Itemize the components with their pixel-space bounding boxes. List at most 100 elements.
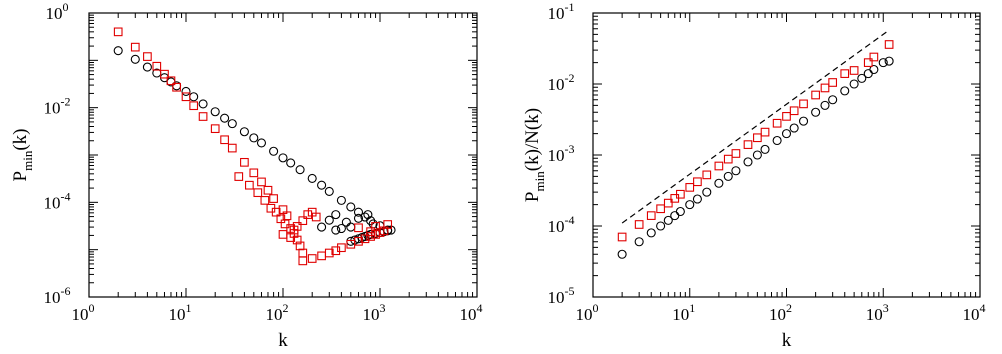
y-tick-label: 10-4 xyxy=(44,189,71,212)
data-point-circle xyxy=(346,202,356,212)
data-point-square xyxy=(263,185,273,195)
y-tick-label-exponent: -2 xyxy=(565,71,575,85)
data-point-square xyxy=(220,135,229,145)
data-point-square xyxy=(884,40,894,49)
data-point-circle xyxy=(307,173,317,183)
data-point-square xyxy=(676,189,685,199)
x-tick-label-base: 10 xyxy=(769,305,786,324)
data-point-circle xyxy=(646,228,656,238)
data-point-square xyxy=(130,42,140,52)
data-point-square xyxy=(383,220,393,229)
data-point-square xyxy=(828,78,838,87)
x-tick-label: 102 xyxy=(266,301,289,324)
data-point-square xyxy=(760,127,770,137)
y-tick-label: 10-5 xyxy=(548,284,575,307)
y-tick-label: 10-1 xyxy=(548,0,575,23)
data-point-circle xyxy=(702,187,712,197)
y-tick-label-exponent: 0 xyxy=(63,0,69,14)
data-point-circle xyxy=(884,56,894,66)
data-point-square xyxy=(772,118,782,128)
x-tick-label-exponent: 1 xyxy=(186,301,192,315)
data-series-red-squares xyxy=(113,27,393,266)
x-tick-label: 103 xyxy=(363,301,386,324)
data-point-square xyxy=(234,172,244,181)
data-point-square xyxy=(189,101,199,111)
x-tick-label: 101 xyxy=(672,301,695,324)
data-point-square xyxy=(269,194,278,203)
data-point-square xyxy=(354,223,363,233)
data-point-square xyxy=(198,112,208,121)
data-point-square xyxy=(278,230,288,239)
data-point-circle xyxy=(181,86,191,97)
y-tick-label-base: 10 xyxy=(548,217,565,236)
data-point-circle xyxy=(249,133,259,143)
y-tick-label-exponent: -5 xyxy=(565,284,575,298)
data-series-black-circles xyxy=(617,56,894,259)
data-point-square xyxy=(298,216,308,226)
data-point-square xyxy=(260,196,270,205)
data-point-circle xyxy=(857,73,867,83)
data-point-circle xyxy=(634,237,644,247)
data-point-square xyxy=(240,157,249,167)
y-tick-label-base: 10 xyxy=(548,75,565,94)
data-point-circle xyxy=(353,213,364,223)
data-point-square xyxy=(702,170,712,180)
data-point-square xyxy=(317,251,326,261)
data-point-square xyxy=(311,212,321,222)
data-point-circle xyxy=(731,166,741,176)
data-point-square xyxy=(366,227,375,237)
data-point-square xyxy=(307,254,317,263)
data-point-circle xyxy=(811,107,821,117)
data-point-square xyxy=(292,235,302,245)
data-point-square xyxy=(371,222,380,231)
x-axis-label: k xyxy=(278,330,288,351)
x-tick-label: 104 xyxy=(460,301,483,324)
data-point-circle xyxy=(256,138,267,148)
x-axis-label: k xyxy=(782,330,792,351)
data-point-circle xyxy=(675,206,685,217)
data-point-square xyxy=(298,248,308,258)
y-axis-label: Pmin(k)/N(k) xyxy=(522,108,547,202)
data-point-circle xyxy=(113,46,123,56)
plot-area-frame xyxy=(88,12,478,298)
data-point-circle xyxy=(317,180,327,190)
data-point-square xyxy=(646,211,656,220)
x-tick-label-exponent: 1 xyxy=(689,301,695,315)
x-tick-label-exponent: 3 xyxy=(883,301,889,315)
data-point-square xyxy=(360,234,370,244)
y-axis-label-rest: (k)/N(k) xyxy=(522,108,543,171)
data-point-circle xyxy=(353,207,364,217)
data-point-circle xyxy=(820,100,830,110)
data-point-square xyxy=(656,204,665,214)
data-point-square xyxy=(782,112,791,121)
y-tick-label: 100 xyxy=(46,0,69,23)
y-tick-label-base: 10 xyxy=(44,288,61,307)
data-point-circle xyxy=(239,127,249,137)
data-point-square xyxy=(849,66,859,75)
x-tick-label-base: 10 xyxy=(866,305,883,324)
data-point-circle xyxy=(878,58,888,68)
data-point-circle xyxy=(743,157,753,167)
y-axis-label-rest: (k) xyxy=(10,129,31,151)
data-point-circle xyxy=(752,150,762,160)
data-point-circle xyxy=(324,186,334,196)
data-point-square xyxy=(693,177,702,187)
x-tick-label-base: 10 xyxy=(576,305,593,324)
data-point-square xyxy=(292,222,302,231)
data-point-square xyxy=(731,149,741,158)
data-point-circle xyxy=(220,113,230,123)
data-point-circle xyxy=(189,92,199,102)
data-series-black-circles xyxy=(113,46,396,246)
x-tick-label-base: 10 xyxy=(266,305,283,324)
y-tick-label: 10-2 xyxy=(548,71,575,94)
data-point-circle xyxy=(227,119,237,129)
y-tick-label-exponent: -1 xyxy=(565,0,575,14)
x-tick-label-exponent: 2 xyxy=(786,301,792,315)
y-tick-label-exponent: -6 xyxy=(61,284,71,298)
x-tick-label-base: 10 xyxy=(672,305,689,324)
data-point-circle xyxy=(760,144,770,154)
y-tick-label-exponent: -2 xyxy=(61,95,71,109)
data-point-circle xyxy=(663,215,673,225)
data-point-square xyxy=(298,256,308,266)
